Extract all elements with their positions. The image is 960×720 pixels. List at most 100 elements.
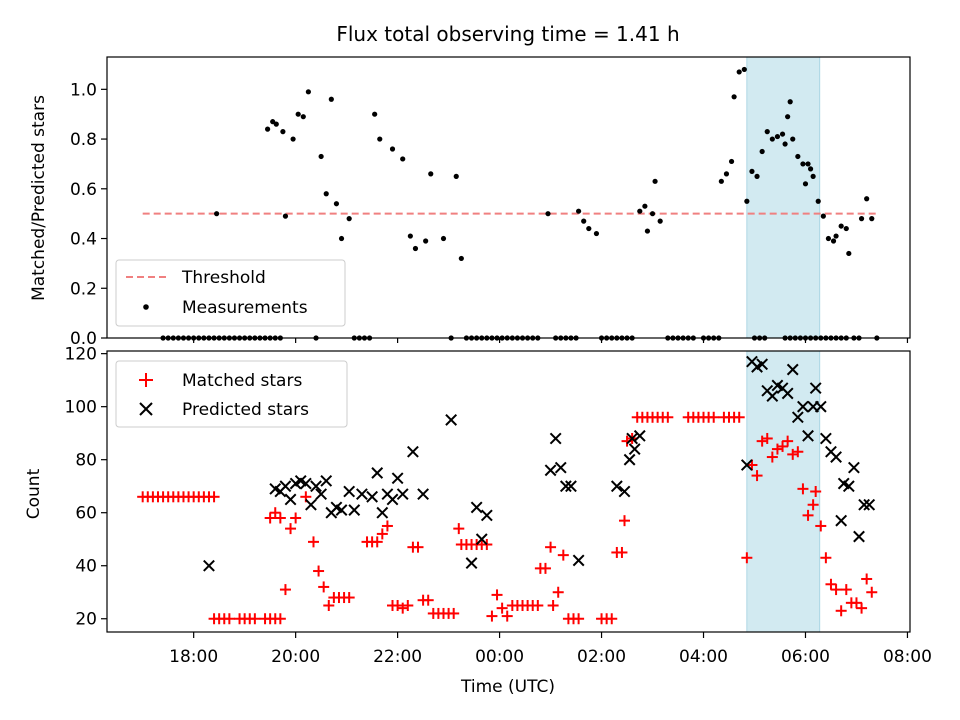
- measurement-point: [754, 173, 760, 179]
- count-panel-frame: [106, 350, 911, 633]
- measurement-point: [318, 153, 324, 160]
- matched-stars-point: [223, 613, 235, 625]
- matched-stars-point: [856, 602, 868, 614]
- predicted-stars-point: [858, 498, 871, 511]
- measurement-point: [642, 203, 648, 209]
- x-axis-label: Time (UTC): [460, 677, 555, 697]
- predicted-stars-point: [544, 464, 557, 477]
- measurement-point: [782, 141, 788, 147]
- measurement-point: [769, 136, 775, 142]
- matched-stars-point: [807, 499, 819, 511]
- matched-stars-point: [552, 586, 564, 598]
- measurement-point: [833, 233, 839, 239]
- predicted-stars-point: [835, 514, 848, 527]
- count-panel-highlight-band: [746, 350, 821, 633]
- matched-stars-point: [496, 602, 508, 614]
- measurement-point: [795, 153, 801, 160]
- predicted-stars-point: [797, 400, 809, 413]
- matched-stars-point: [422, 594, 434, 606]
- matched-stars-point: [448, 607, 460, 619]
- threshold-legend-label: Threshold: [181, 268, 266, 288]
- chart-title: Flux total observing time = 1.41 h: [336, 22, 679, 46]
- ratio-panel-frame: [106, 56, 911, 339]
- predicted-stars-point: [756, 358, 769, 371]
- matched-stars-point: [313, 565, 325, 577]
- measurement-point: [453, 173, 459, 179]
- measurement-point: [723, 171, 730, 177]
- predicted-stars-point: [572, 554, 585, 567]
- predicted-stars-point: [480, 509, 493, 522]
- predicted-stars-point: [305, 498, 317, 511]
- measurement-point: [787, 99, 793, 105]
- predicted-stars-point: [376, 506, 389, 519]
- matched-stars-point: [486, 610, 498, 622]
- predicted-stars-point: [417, 488, 430, 501]
- y-tick-label: 80: [75, 451, 97, 471]
- predicted-stars-point: [445, 414, 458, 426]
- measurement-point: [458, 255, 464, 262]
- measurement-point: [779, 131, 786, 137]
- x-tick-label: 18:00: [169, 647, 218, 667]
- predicted-stars-point: [386, 493, 399, 506]
- predicted-stars-point: [465, 557, 478, 569]
- measurement-point: [400, 156, 406, 162]
- matched-stars-point: [840, 584, 852, 596]
- predicted-stars-point: [279, 480, 292, 493]
- predicted-stars-point: [848, 461, 860, 474]
- measurement-point: [282, 213, 289, 219]
- matched-stars-point: [453, 523, 465, 535]
- matched-stars-point: [547, 599, 559, 611]
- matched-stars-point: [343, 592, 355, 604]
- measurement-point: [764, 129, 770, 135]
- predicted-stars-point: [740, 459, 753, 471]
- measurement-point: [802, 181, 809, 187]
- y-tick-label: 0.4: [70, 230, 97, 250]
- count-panel-x-axis: 18:00 20:00 22:00 00:00 02:00 04:00 06:00 08:00: [169, 632, 932, 667]
- matched-stars-point: [412, 541, 424, 553]
- x-tick-label: 06:00: [781, 647, 830, 667]
- predicted-stars-point: [628, 443, 641, 455]
- predicted-stars-point: [348, 504, 361, 516]
- measurements-legend-label: Measurements: [182, 298, 308, 318]
- matched-stars-point: [820, 552, 832, 564]
- ratio-panel-y-axis: 0.0 0.2 0.4 0.6 0.8 1.0: [70, 80, 107, 349]
- measurement-point: [838, 223, 844, 229]
- measurement-point: [280, 129, 286, 135]
- measurement-point: [805, 161, 811, 167]
- y-tick-label: 1.0: [70, 80, 97, 100]
- predicted-stars-point: [299, 477, 312, 490]
- measurement-point: [736, 69, 742, 75]
- measurement-point: [815, 198, 821, 204]
- measurement-point: [749, 168, 755, 174]
- predicted-legend-label: Predicted stars: [182, 400, 309, 420]
- predicted-stars-point: [863, 498, 876, 511]
- matched-stars-point: [274, 613, 286, 625]
- x-tick-label: 08:00: [883, 647, 932, 667]
- matched-stars-point: [766, 451, 778, 463]
- matched-stars-point: [290, 512, 302, 524]
- legend-box: [115, 360, 348, 428]
- matched-legend-swatch: [139, 373, 153, 387]
- measurement-point: [328, 96, 334, 102]
- matched-stars-point: [274, 512, 286, 524]
- x-tick-label: 20:00: [271, 647, 320, 667]
- y-tick-label: 0.0: [70, 329, 97, 349]
- measurement-point: [858, 216, 865, 222]
- measurement-point: [790, 136, 796, 142]
- measurement-point: [807, 166, 814, 172]
- matched-stars-point: [539, 562, 551, 574]
- measurement-point: [820, 213, 826, 219]
- matched-stars-point: [376, 528, 388, 540]
- matched-stars-point: [662, 411, 674, 423]
- matched-stars-point: [264, 512, 276, 524]
- predicted-stars-point: [343, 485, 356, 498]
- matched-stars-point: [825, 578, 837, 590]
- matched-stars-point: [285, 523, 297, 535]
- measurement-point: [644, 228, 651, 234]
- predicted-stars-point: [335, 504, 348, 516]
- measurement-point: [545, 211, 551, 217]
- measurement-point: [300, 114, 306, 120]
- predicted-stars-point: [565, 480, 577, 493]
- count-panel-y-label: Count: [24, 468, 44, 519]
- predicted-stars-point: [819, 432, 832, 445]
